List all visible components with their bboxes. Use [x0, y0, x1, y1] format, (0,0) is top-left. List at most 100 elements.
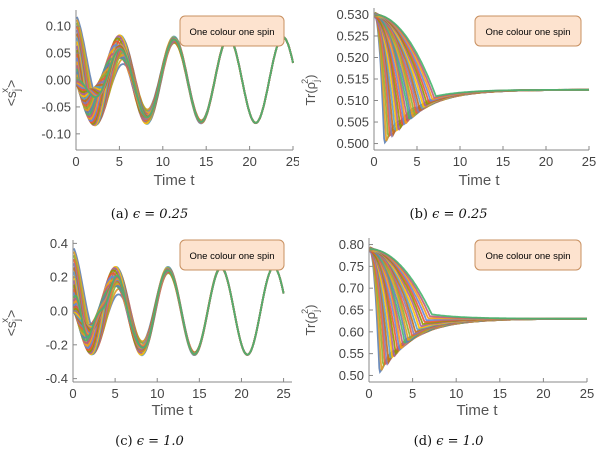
y-tick-label: -0.2: [46, 337, 68, 352]
series-layer: [374, 11, 590, 145]
chart-c: 0 5 10 15 20 25 -0.4 -0.2 0.0 0.2 0.4 One colour o…: [0, 236, 292, 419]
legend-label: One colour one spin: [189, 27, 274, 38]
svg-text:Tr(ρj2): Tr(ρj2): [300, 305, 321, 336]
legend-box: One colour one spin: [179, 239, 285, 271]
y-tick-label: 0.505: [336, 115, 369, 130]
y-tick-label: 0.60: [339, 324, 364, 339]
x-tick-label: 5: [409, 386, 416, 401]
x-axis-label: Time t: [456, 402, 498, 419]
legend-label: One colour one spin: [485, 27, 570, 38]
series-line: [374, 13, 589, 98]
x-tick-label: 10: [449, 386, 463, 401]
x-axis-label: Time t: [153, 172, 195, 189]
caption-value: ϵ = 1.0: [136, 434, 184, 449]
y-tick-label: -0.05: [41, 99, 71, 114]
y-tick-label: 0.70: [339, 281, 364, 296]
x-tick-label: 25: [582, 154, 596, 169]
svg-text:Tr(ρj2): Tr(ρj2): [300, 75, 321, 106]
x-tick-label: 15: [199, 154, 213, 169]
panel-b: 0 5 10 15 20 25 0.500 0.505 0.510 0.515 0.520 0.525…: [299, 0, 598, 227]
x-tick-label: 20: [242, 154, 256, 169]
y-axis-label: Tr(ρj2): [300, 305, 321, 336]
legend-label: One colour one spin: [485, 251, 570, 262]
y-tick-label: 0.05: [46, 46, 71, 61]
series-layer: [369, 246, 587, 375]
legend-box: One colour one spin: [474, 15, 582, 47]
y-tick-label: 0.2: [50, 270, 68, 285]
caption-d: (d) ϵ = 1.0: [299, 434, 598, 449]
x-tick-label: 15: [496, 154, 510, 169]
caption-label: (b): [409, 207, 428, 222]
series-line: [76, 33, 294, 126]
svg-text:<sjx>: <sjx>: [0, 310, 23, 337]
chart-d: 0 5 10 15 20 25 0.50 0.55 0.60 0.65 0.70 0.75 0.80 O…: [300, 237, 595, 419]
y-tick-label: 0.10: [46, 19, 71, 34]
series-line: [72, 266, 285, 356]
y-tick-label: 0.510: [336, 93, 369, 108]
x-tick-label: 25: [286, 154, 299, 169]
axes-layer: 0 5 10 15 20 25 -0.4 -0.2 0.0 0.2 0.4: [46, 236, 292, 401]
series-layer: [76, 16, 294, 127]
axes-layer: 0 5 10 15 20 25 -0.10 -0.05 0.00 0.05 0.10: [41, 10, 299, 169]
series-line: [76, 36, 294, 124]
x-tick-label: 0: [370, 154, 377, 169]
axes-layer: 0 5 10 15 20 25 0.50 0.55 0.60 0.65 0.70 0.75 0.80: [339, 237, 595, 401]
x-axis-label: Time t: [151, 402, 193, 419]
x-tick-label: 5: [116, 154, 123, 169]
chart-a: 0 5 10 15 20 25 -0.10 -0.05 0.00 0.05 0.10 One col…: [0, 10, 299, 189]
x-tick-label: 15: [192, 386, 206, 401]
series-line: [369, 248, 587, 320]
y-tick-label: 0.75: [339, 259, 364, 274]
series-layer: [72, 247, 285, 357]
y-tick-label: 0.4: [50, 236, 68, 251]
caption-label: (a): [110, 207, 129, 222]
chart-b: 0 5 10 15 20 25 0.500 0.505 0.510 0.515 0.520 0.525…: [300, 7, 596, 189]
y-tick-label: 0.520: [336, 50, 369, 65]
y-tick-label: 0.500: [336, 136, 369, 151]
panel-d: 0 5 10 15 20 25 0.50 0.55 0.60 0.65 0.70 0.75 0.80 O…: [299, 228, 598, 455]
y-tick-label: -0.4: [46, 371, 68, 386]
x-tick-label: 20: [539, 154, 553, 169]
x-tick-label: 20: [536, 386, 550, 401]
y-tick-label: 0.515: [336, 72, 369, 87]
y-tick-label: 0.525: [336, 28, 369, 43]
panel-c: 0 5 10 15 20 25 -0.4 -0.2 0.0 0.2 0.4 One colour o…: [0, 228, 299, 455]
caption-value: ϵ = 0.25: [432, 207, 488, 222]
caption-label: (d): [413, 434, 433, 449]
legend-label: One colour one spin: [189, 251, 274, 262]
y-tick-label: 0.0: [50, 304, 68, 319]
y-tick-label: 0.80: [339, 237, 364, 252]
axes-layer: 0 5 10 15 20 25 0.500 0.505 0.510 0.515 0.520 0.525…: [336, 7, 596, 169]
caption-b: (b) ϵ = 0.25: [299, 207, 598, 222]
y-tick-label: 0.55: [339, 346, 364, 361]
caption-value: ϵ = 0.25: [132, 207, 189, 222]
y-tick-label: 0.530: [336, 7, 369, 22]
x-tick-label: 0: [365, 386, 372, 401]
series-line: [72, 266, 285, 356]
x-tick-label: 25: [580, 386, 594, 401]
legend-box: One colour one spin: [474, 239, 582, 271]
y-axis-label: <sjx>: [0, 310, 23, 337]
caption-label: (c): [115, 434, 133, 449]
x-tick-label: 15: [493, 386, 507, 401]
caption-value: ϵ = 1.0: [436, 434, 484, 449]
x-tick-label: 10: [453, 154, 467, 169]
caption-c: (c) ϵ = 1.0: [0, 434, 299, 449]
x-tick-label: 5: [111, 386, 118, 401]
legend-box: One colour one spin: [179, 15, 285, 47]
caption-a: (a) ϵ = 0.25: [0, 207, 299, 222]
svg-text:<sjx>: <sjx>: [0, 80, 23, 107]
y-tick-label: -0.10: [41, 126, 71, 141]
x-tick-label: 10: [156, 154, 170, 169]
y-axis-label: <sjx>: [0, 80, 23, 107]
y-axis-label: Tr(ρj2): [300, 75, 321, 106]
x-tick-label: 25: [276, 386, 290, 401]
x-tick-label: 20: [234, 386, 248, 401]
y-tick-label: 0.50: [339, 368, 364, 383]
x-tick-label: 0: [72, 154, 79, 169]
panel-a: 0 5 10 15 20 25 -0.10 -0.05 0.00 0.05 0.10 One col…: [0, 0, 299, 227]
x-tick-label: 0: [69, 386, 76, 401]
y-tick-label: 0.65: [339, 303, 364, 318]
x-tick-label: 10: [150, 386, 164, 401]
x-axis-label: Time t: [458, 172, 500, 189]
